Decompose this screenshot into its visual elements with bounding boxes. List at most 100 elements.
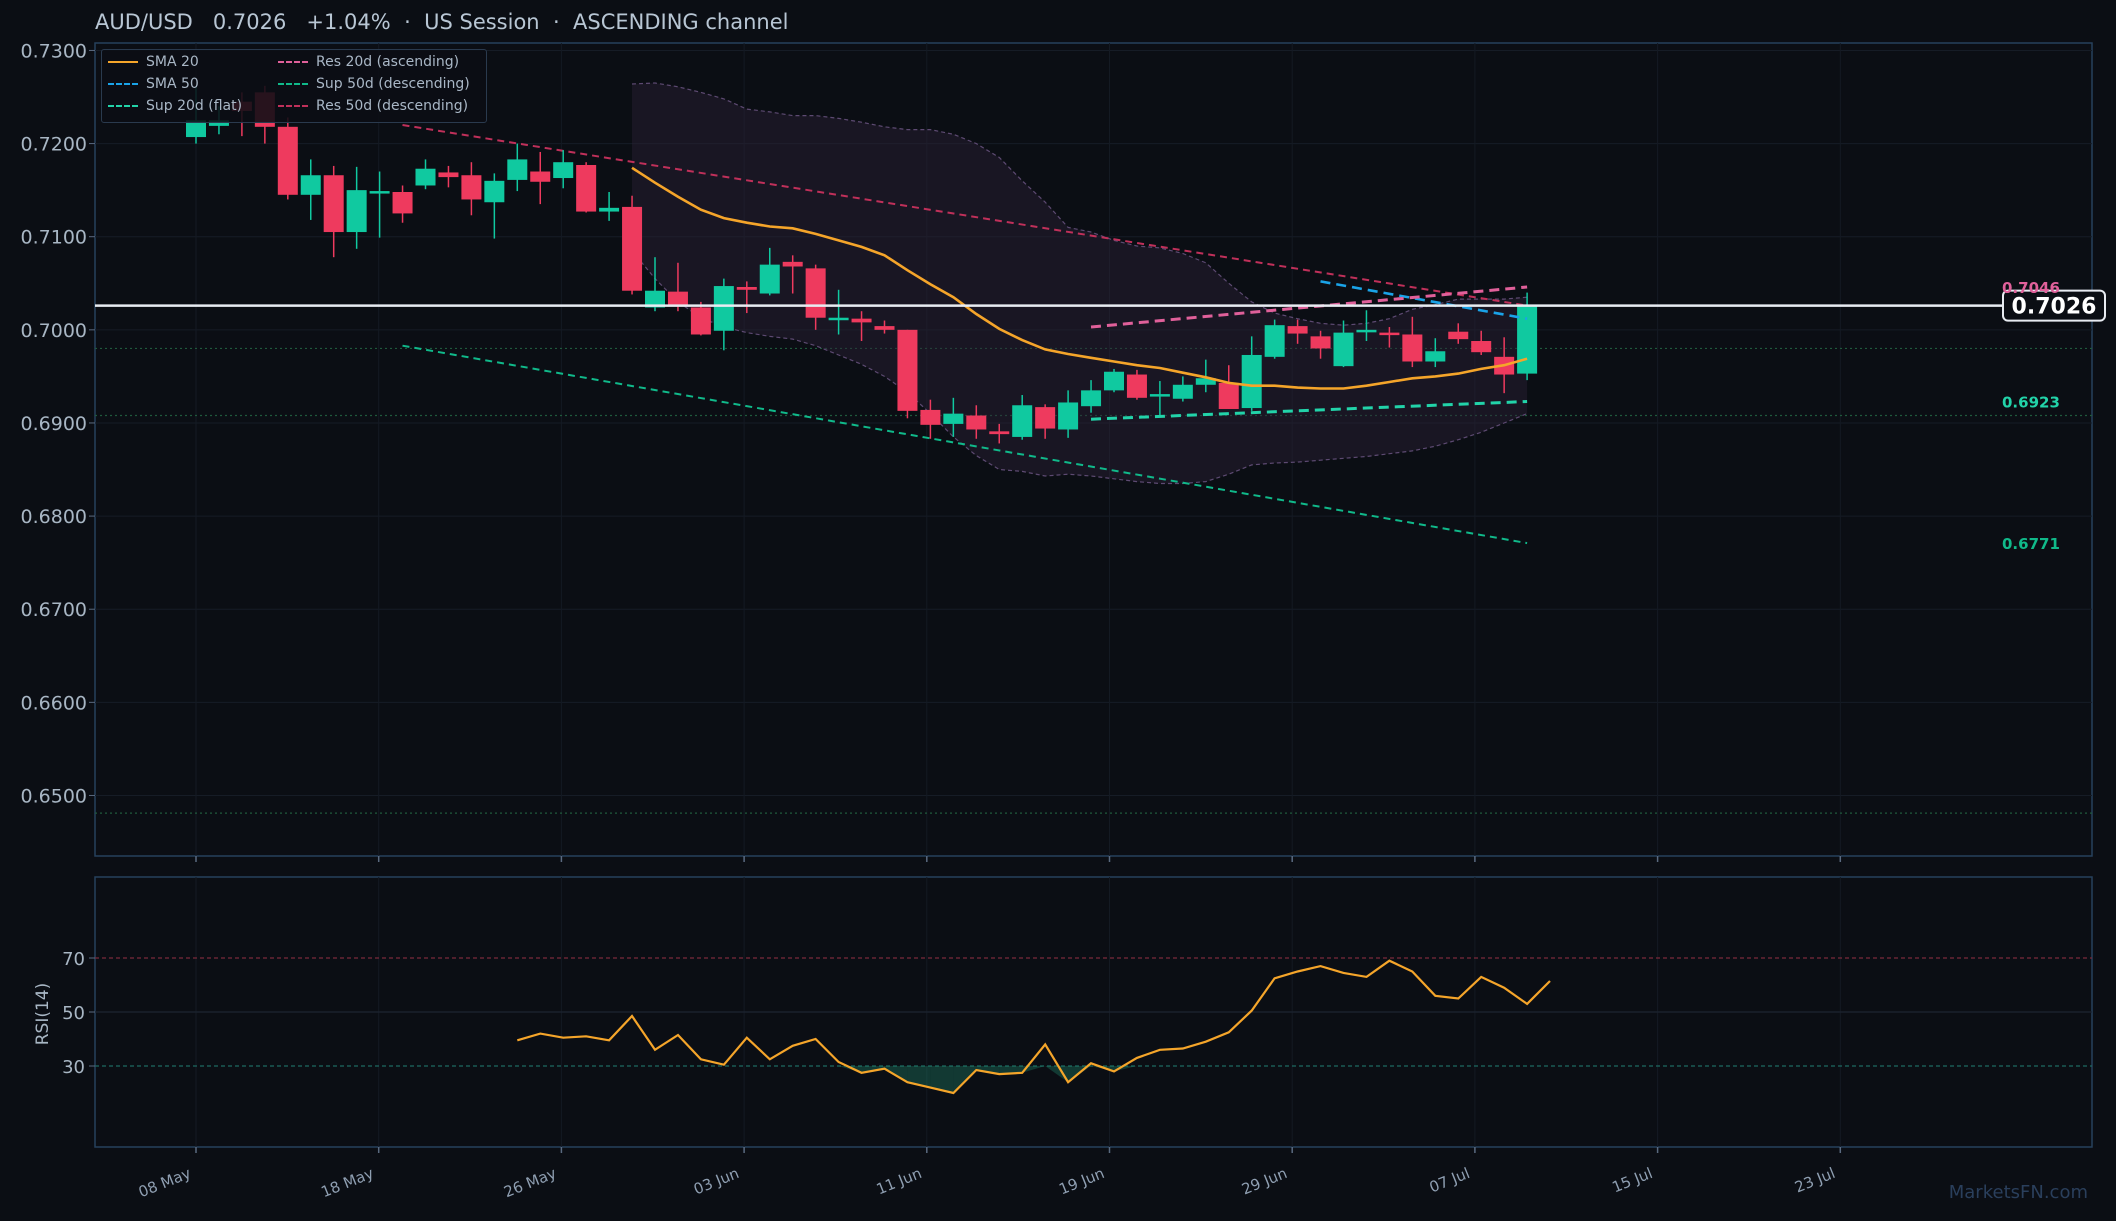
- candle-body: [1333, 332, 1354, 367]
- candle-body: [1425, 351, 1446, 362]
- candle-body: [920, 409, 941, 425]
- candle-body: [1081, 390, 1102, 407]
- candle-body: [805, 268, 826, 318]
- date-tick-label: 29 Jun: [1239, 1164, 1290, 1198]
- date-tick-label: 03 Jun: [691, 1164, 742, 1198]
- candle-body: [461, 175, 482, 200]
- candle-body: [1241, 354, 1262, 409]
- legend-label: Sup 20d (flat): [146, 98, 243, 114]
- date-tick-label: 15 Jul: [1609, 1164, 1655, 1196]
- rsi-oversold-fill: [1091, 1066, 1114, 1072]
- line-value-label: 0.6923: [2002, 394, 2060, 412]
- candle-body: [622, 206, 643, 291]
- sup-flat-line: [1090, 400, 1528, 421]
- rsi-oversold-fill: [1022, 1066, 1046, 1073]
- price-tick-label: 0.6900: [21, 413, 87, 435]
- legend-swatch-sup50-desc: [278, 83, 308, 85]
- candle-body: [736, 286, 757, 290]
- rsi-tick-label: 30: [62, 1057, 85, 1078]
- symbol-label: AUD/USD: [95, 10, 193, 34]
- candle-body: [323, 175, 344, 233]
- price-tick-label: 0.7300: [21, 40, 87, 62]
- candle-body: [1379, 332, 1400, 336]
- legend-label: Sup 50d (descending): [316, 76, 470, 92]
- price-value: 0.7026: [212, 10, 287, 34]
- res50-desc-line: [402, 124, 1528, 307]
- candle-body: [277, 126, 298, 195]
- legend-label: Res 50d (descending): [316, 98, 469, 114]
- legend-swatch-sma20: [108, 61, 138, 63]
- legend-swatch-res50-desc: [278, 105, 308, 107]
- rsi-oversold-fill: [838, 1066, 862, 1073]
- candle-body: [369, 191, 390, 194]
- legend-swatch-res-asc: [278, 61, 308, 63]
- price-tick-label: 0.6500: [21, 785, 87, 807]
- candle-body: [989, 431, 1010, 435]
- res-asc-line: [1090, 285, 1528, 329]
- candle-body: [667, 291, 688, 307]
- candle-body: [943, 413, 964, 424]
- candle-body: [645, 290, 665, 308]
- date-tick-label: 08 May: [136, 1164, 194, 1201]
- candle-body: [1172, 384, 1193, 399]
- price-tick-label: 0.6600: [21, 692, 87, 714]
- session-label: US Session: [424, 10, 540, 34]
- legend-item-sup50-desc: Sup 50d (descending): [278, 74, 470, 94]
- candle-body: [576, 164, 597, 212]
- candle-body: [713, 286, 734, 331]
- date-tick-label: 11 Jun: [874, 1164, 925, 1198]
- legend-label: SMA 20: [146, 54, 199, 70]
- candle-body: [1264, 325, 1285, 357]
- price-tick-label: 0.7100: [21, 227, 87, 249]
- candle-body: [599, 207, 620, 212]
- legend-item-sma50: SMA 50: [108, 74, 199, 94]
- date-tick-label: 26 May: [501, 1164, 559, 1201]
- date-tick-label: 07 Jul: [1427, 1164, 1473, 1196]
- price-tick-label: 0.6800: [21, 506, 87, 528]
- legend-swatch-sma50: [108, 83, 138, 85]
- legend-item-res-asc: Res 20d (ascending): [278, 52, 459, 72]
- chart-header: AUD/USD 0.7026 +1.04% · US Session · ASC…: [95, 10, 789, 34]
- price-tick-label: 0.7200: [21, 134, 87, 156]
- legend-label: SMA 50: [146, 76, 199, 92]
- change-value: +1.04%: [306, 10, 391, 34]
- price-band-fill: [632, 83, 1528, 484]
- legend-item-res50-desc: Res 50d (descending): [278, 96, 468, 116]
- candle-body: [484, 180, 505, 203]
- candle-body: [507, 159, 528, 180]
- watermark: MarketsFN.com: [1948, 1182, 2088, 1203]
- sup50-desc-line: [402, 344, 1528, 545]
- candle-body: [1310, 336, 1331, 349]
- last-price-label: 0.7026: [2012, 295, 2097, 320]
- candle-body: [208, 120, 229, 126]
- date-tick-label: 19 Jun: [1056, 1164, 1107, 1198]
- rsi-line: [516, 959, 1551, 1095]
- rsi-oversold-fill: [1045, 1066, 1069, 1083]
- candle-body: [1448, 331, 1469, 340]
- candle-body: [690, 307, 711, 335]
- date-tick-label: 18 May: [319, 1164, 377, 1201]
- candle-body: [1471, 341, 1492, 353]
- legend-swatch-sup-flat: [108, 105, 138, 107]
- sma50-line: [1320, 280, 1528, 320]
- candle-body: [530, 171, 551, 182]
- candle-body: [1356, 329, 1377, 333]
- line-value-label: 0.6771: [2002, 535, 2060, 553]
- rsi-axis-label: RSI(14): [33, 983, 53, 1046]
- sma20-line: [631, 166, 1528, 390]
- legend-item-sma20: SMA 20: [108, 52, 199, 72]
- candle-body: [415, 168, 436, 186]
- date-tick-label: 23 Jul: [1792, 1164, 1838, 1196]
- last-price-box: [2002, 289, 2106, 322]
- legend-item-sup-flat: Sup 20d (flat): [108, 96, 242, 116]
- price-tick-label: 0.6700: [21, 599, 87, 621]
- candle-body: [897, 329, 918, 411]
- candle-body: [1104, 371, 1124, 391]
- candle-body: [553, 162, 574, 179]
- candle-body: [759, 264, 780, 294]
- rsi-tick-label: 50: [62, 1003, 85, 1024]
- channel-label: ASCENDING channel: [573, 10, 789, 34]
- candle-body: [1058, 402, 1079, 430]
